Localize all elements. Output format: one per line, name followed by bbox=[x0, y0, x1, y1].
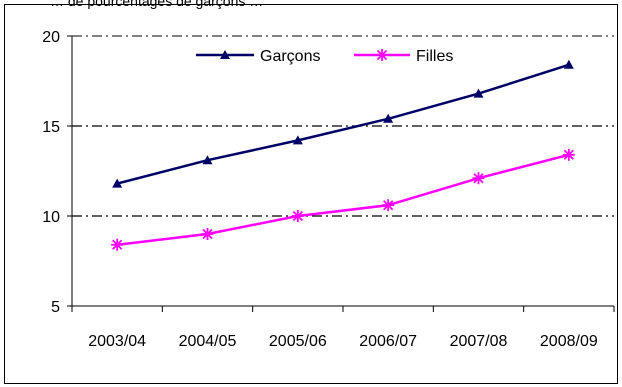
data-point-0-0 bbox=[112, 178, 123, 188]
gridlines bbox=[72, 35, 614, 217]
x-tick-label-2004/05: 2004/05 bbox=[179, 333, 237, 350]
data-point-1-0 bbox=[111, 238, 124, 251]
x-tick-label-2005/06: 2005/06 bbox=[269, 333, 327, 350]
data-point-1-3 bbox=[382, 199, 395, 212]
legend-label-0: Garçons bbox=[260, 48, 320, 65]
data-point-1-2 bbox=[291, 210, 304, 222]
y-tick-label-15: 15 bbox=[42, 119, 60, 136]
series-line-1 bbox=[117, 153, 570, 247]
y-tick-label-5: 5 bbox=[51, 299, 60, 316]
y-tick-label-10: 10 bbox=[42, 209, 60, 226]
x-tick-label-2006/07: 2006/07 bbox=[359, 333, 417, 350]
series-group bbox=[111, 59, 575, 251]
data-point-1-1 bbox=[201, 228, 214, 240]
x-axis-ticks: 2003/04 2004/05 2005/06 2006/07 2007/08 2008/… bbox=[71, 306, 615, 350]
data-point-0-2 bbox=[292, 135, 303, 145]
y-axis-ticks: 5 10 15 20 bbox=[42, 29, 72, 316]
data-point-0-4 bbox=[473, 88, 484, 98]
chart-border bbox=[4, 4, 618, 384]
legend-marker-0 bbox=[220, 50, 230, 59]
data-point-0-1 bbox=[202, 155, 213, 165]
legend-marker-1 bbox=[376, 49, 388, 61]
legend-label-1: Filles bbox=[416, 48, 453, 65]
x-tick-label-2008/09: 2008/09 bbox=[540, 333, 598, 350]
data-point-0-5 bbox=[563, 59, 574, 69]
data-point-1-5 bbox=[562, 148, 575, 161]
data-point-1-4 bbox=[472, 172, 485, 185]
y-tick-label-20: 20 bbox=[42, 29, 60, 46]
data-point-0-3 bbox=[383, 113, 394, 123]
x-tick-label-2007/08: 2007/08 bbox=[450, 333, 508, 350]
series-line-0 bbox=[116, 63, 570, 185]
legend: Garçons Filles bbox=[196, 48, 453, 65]
x-tick-label-2003/04: 2003/04 bbox=[88, 333, 146, 350]
